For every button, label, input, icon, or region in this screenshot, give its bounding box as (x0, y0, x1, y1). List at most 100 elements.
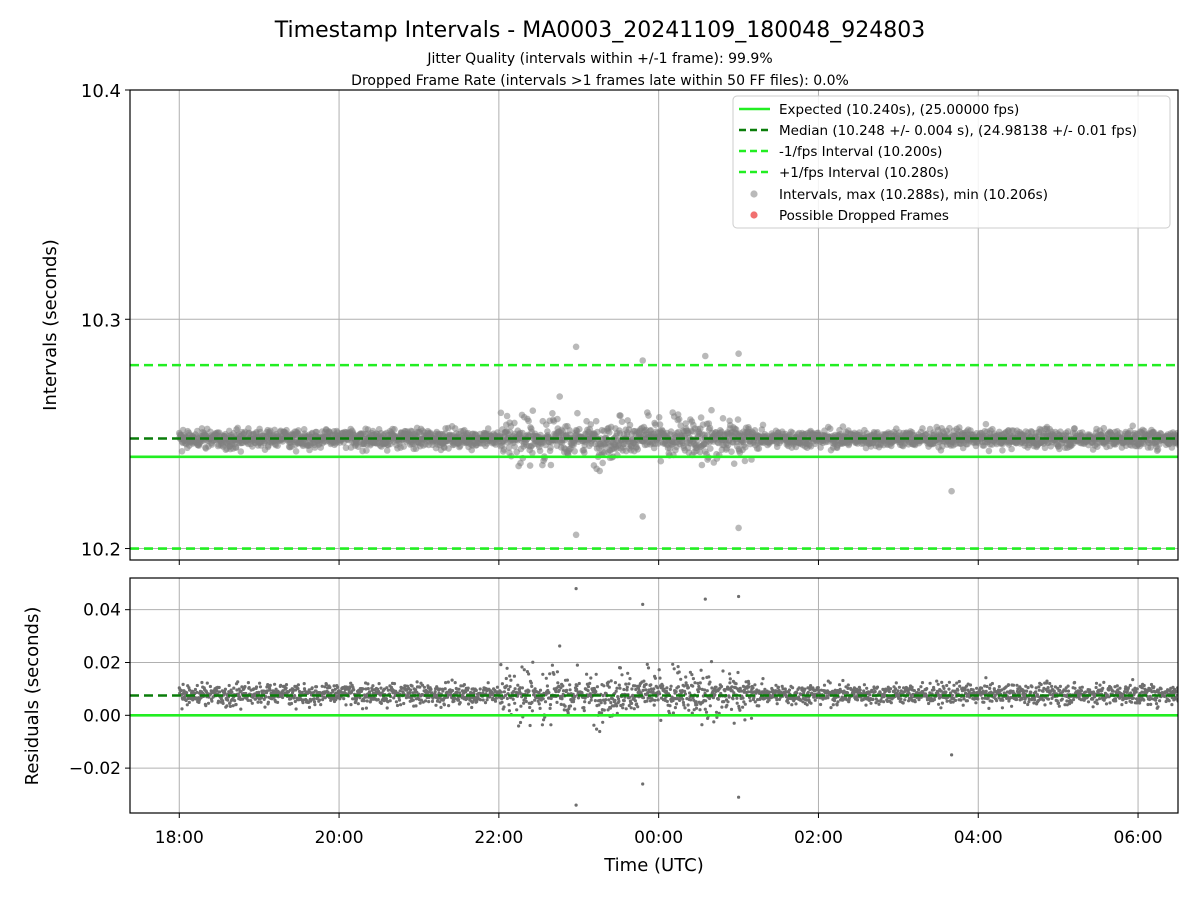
residual-point (713, 693, 717, 697)
residual-point (677, 670, 681, 674)
residual-point (761, 677, 765, 681)
residual-point (673, 706, 678, 710)
residual-point (408, 691, 412, 695)
interval-point (536, 447, 544, 455)
residual-point (533, 698, 537, 702)
interval-point (1154, 446, 1162, 453)
residual-point (683, 706, 687, 710)
interval-point (556, 393, 563, 400)
residual-point (691, 696, 695, 700)
residual-point (527, 672, 531, 676)
residual-point (525, 670, 530, 674)
residual-point (300, 690, 304, 695)
residual-point (361, 707, 365, 711)
residual-point (499, 690, 503, 694)
residual-point (739, 689, 744, 693)
interval-point (839, 423, 847, 430)
residual-point (910, 685, 914, 689)
interval-point (1008, 445, 1015, 453)
residual-point (714, 685, 718, 689)
residual-point (246, 698, 250, 703)
residual-point (826, 696, 830, 700)
residual-point (342, 697, 346, 701)
residual-point (541, 697, 545, 701)
residual-point (216, 699, 221, 703)
legend-label-expected: Expected (10.240s), (25.00000 fps) (779, 102, 1019, 118)
residual-point (646, 666, 651, 670)
legend-marker-intervals (750, 190, 758, 198)
residual-point (803, 687, 807, 691)
residual-point (592, 723, 596, 727)
residual-point (799, 698, 803, 702)
residual-point (829, 706, 833, 710)
residual-point (566, 711, 570, 715)
residual-point (980, 686, 984, 690)
residual-point (1020, 697, 1024, 701)
residual-point (920, 681, 925, 685)
interval-point (826, 425, 834, 433)
residual-point (243, 685, 247, 689)
residual-point (627, 704, 631, 708)
residual-point (627, 682, 631, 686)
residual-point (760, 682, 764, 686)
residual-point (188, 688, 192, 692)
interval-point (639, 357, 646, 364)
interval-point (571, 448, 578, 455)
interval-point (511, 419, 518, 427)
residual-point (613, 681, 618, 685)
residual-point (732, 691, 736, 695)
residual-point (470, 705, 474, 710)
residual-point (204, 704, 208, 708)
residual-point (279, 683, 283, 687)
residual-point (656, 686, 660, 690)
residual-point (738, 686, 742, 690)
residual-point (701, 676, 705, 680)
residual-point (293, 694, 297, 698)
residual-point (547, 691, 551, 695)
residual-point (530, 709, 535, 713)
residual-point (450, 678, 454, 682)
interval-point (503, 412, 511, 420)
residual-point (780, 684, 784, 689)
residual-point (1001, 698, 1005, 702)
residual-point (732, 721, 736, 725)
interval-point (383, 447, 391, 454)
residual-point (1039, 682, 1043, 687)
residual-point (686, 686, 691, 690)
residual-point (548, 703, 553, 707)
residual-point (751, 686, 755, 690)
interval-point (639, 513, 646, 520)
residual-point (195, 690, 199, 695)
residual-point (616, 697, 621, 701)
residual-point (466, 686, 470, 690)
intervals-y-tick-label: 10.2 (81, 540, 121, 561)
residual-point (412, 704, 416, 708)
residual-point (903, 698, 907, 702)
residual-point (507, 703, 511, 707)
residual-point (671, 662, 675, 666)
residual-point (708, 704, 712, 708)
residual-point (846, 686, 850, 691)
residual-point (445, 690, 449, 694)
residual-point (459, 684, 463, 688)
residual-point (763, 687, 767, 691)
residual-point (621, 702, 625, 707)
residual-point (513, 687, 517, 691)
residual-point (727, 695, 731, 699)
residual-point (935, 679, 939, 683)
residual-point (866, 695, 870, 700)
residual-point (743, 718, 747, 722)
residual-point (292, 696, 296, 700)
residual-point (266, 683, 270, 687)
residual-point (598, 729, 602, 734)
legend-label-plus-fps: +1/fps Interval (10.280s) (779, 165, 949, 181)
residual-point (555, 700, 559, 705)
residual-point (385, 686, 389, 690)
residual-point (302, 682, 306, 686)
residual-point (683, 689, 687, 693)
residual-point (266, 700, 270, 704)
residual-point (774, 683, 778, 687)
residual-point (828, 681, 832, 685)
residual-point (409, 688, 413, 692)
residual-point (511, 697, 515, 701)
